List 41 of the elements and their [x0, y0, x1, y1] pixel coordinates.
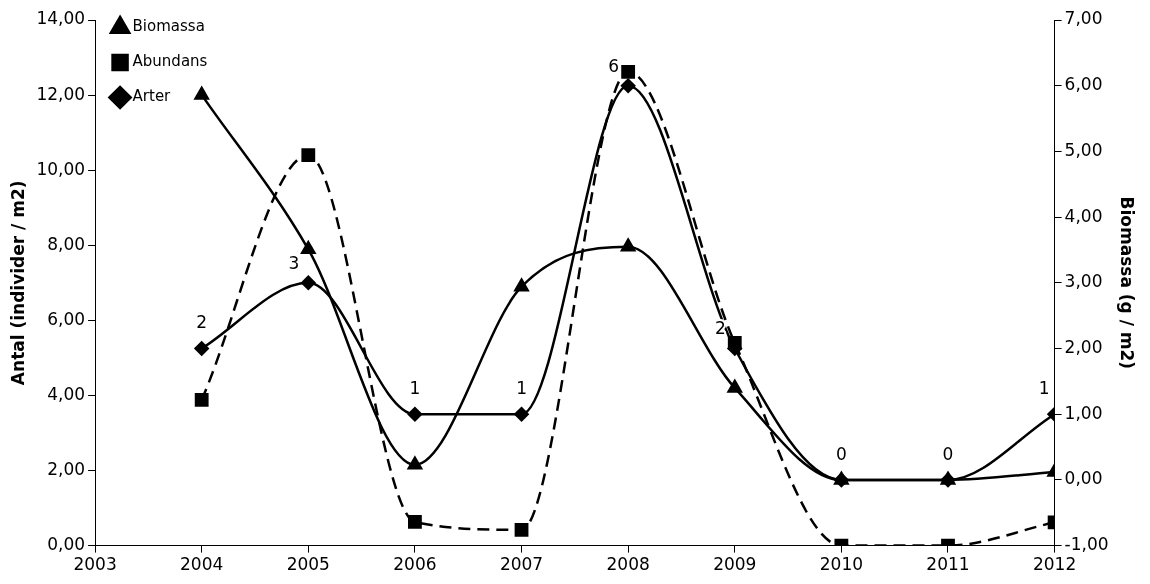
y-tick-label: 4,00 [47, 383, 86, 404]
x-tick-label: 2011 [926, 554, 970, 575]
y-tick-label: 12,00 [36, 83, 86, 104]
data-label: 1 [516, 378, 527, 399]
data-label: 6 [608, 55, 620, 76]
y2-axis-title: Biomassa (g / m2) [1117, 196, 1138, 370]
y2-tick-label: 0,00 [1064, 468, 1103, 489]
y-tick-label: 6,00 [47, 308, 86, 329]
y2-tick-label: 6,00 [1064, 74, 1103, 95]
x-tick-label: 2005 [286, 554, 330, 575]
x-tick-label: 2007 [499, 554, 544, 575]
y-tick-label: 14,00 [36, 8, 86, 29]
y2-tick-label: 5,00 [1064, 139, 1103, 160]
y-tick-label: 2,00 [47, 458, 86, 479]
y2-tick-label: 2,00 [1064, 336, 1103, 357]
legend-label: Arter [132, 87, 172, 106]
data-label: 1 [409, 378, 421, 399]
x-tick-label: 2008 [606, 554, 650, 575]
x-tick-label: 2004 [180, 554, 224, 575]
legend-label: Biomassa [132, 17, 205, 36]
y-axis-title: Antal (individer / m2) [7, 180, 28, 386]
y2-tick-label: 4,00 [1064, 205, 1103, 226]
y2-tick-label: -1,00 [1064, 534, 1109, 555]
data-label: 0 [942, 443, 954, 464]
x-tick-label: 2012 [1032, 554, 1077, 575]
data-label: 2 [714, 318, 726, 339]
y2-tick-label: 1,00 [1064, 402, 1103, 423]
data-label: 0 [835, 443, 847, 464]
data-label: 1 [1038, 378, 1050, 399]
y-tick-label: 8,00 [47, 233, 86, 254]
y2-tick-label: 7,00 [1064, 8, 1103, 29]
y-tick-label: 10,00 [36, 158, 86, 179]
x-tick-label: 2010 [819, 554, 864, 575]
x-tick-label: 2003 [73, 554, 117, 575]
data-label: 3 [288, 252, 300, 273]
y2-tick-label: 3,00 [1064, 271, 1103, 292]
x-tick-label: 2009 [713, 554, 757, 575]
x-tick-label: 2006 [393, 554, 437, 575]
y-tick-label: 0,00 [47, 534, 86, 555]
data-label: 2 [196, 312, 208, 333]
legend-label: Abundans [132, 52, 208, 71]
